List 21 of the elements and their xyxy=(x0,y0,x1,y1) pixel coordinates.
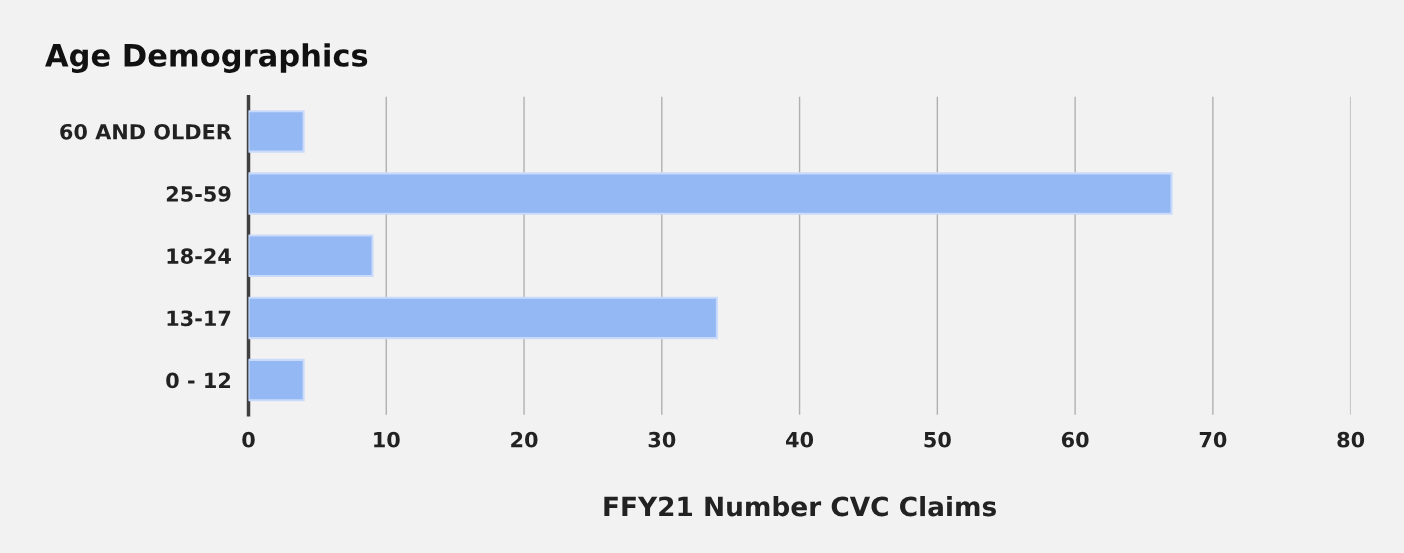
x-axis-title: FFY21 Number CVC Claims xyxy=(604,496,996,517)
x-tick-label: 40 xyxy=(786,431,814,448)
y-tick-label: 18-24 xyxy=(167,248,231,264)
x-tick-label: 20 xyxy=(511,431,538,448)
y-tick-label: 0 - 12 xyxy=(166,372,231,389)
bar xyxy=(248,234,374,278)
bar xyxy=(248,358,305,402)
x-tick-label: 70 xyxy=(1199,431,1227,448)
x-tick-label: 30 xyxy=(648,431,676,448)
x-tick-label: 80 xyxy=(1337,431,1365,448)
bar xyxy=(248,110,305,153)
bar xyxy=(248,172,1173,215)
y-tick-label: 60 AND OLDER xyxy=(60,123,232,140)
chart-title: Age Demographics xyxy=(45,43,368,73)
y-tick-label: 13-17 xyxy=(167,310,231,327)
x-tick-label: 60 xyxy=(1061,431,1089,448)
x-tick-label: 10 xyxy=(374,431,400,448)
x-tick-label: 0 xyxy=(242,431,255,448)
y-tick-label: 25-59 xyxy=(166,186,231,202)
bar xyxy=(248,296,718,340)
x-tick-label: 50 xyxy=(924,431,951,448)
